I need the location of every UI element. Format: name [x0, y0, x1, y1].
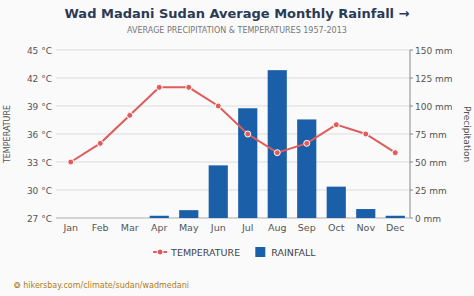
marker	[68, 159, 74, 165]
title: Wad Madani Sudan Average Monthly Rainfal…	[64, 6, 409, 21]
bar	[238, 108, 257, 218]
bar	[209, 165, 228, 218]
y2-tick-label: 50 mm	[415, 158, 447, 168]
x-tick-label: Apr	[151, 222, 168, 233]
background	[0, 0, 474, 296]
marker	[333, 122, 339, 128]
bar	[268, 70, 287, 218]
x-tick-label: Jul	[241, 222, 253, 233]
bar	[327, 187, 346, 218]
marker	[97, 140, 103, 146]
y2-axis-line	[410, 50, 411, 218]
x-tick-label: Jun	[210, 222, 226, 233]
bar	[386, 216, 405, 218]
marker	[245, 131, 251, 137]
y-tick-label: 33 °C	[27, 158, 52, 168]
y-axis-label: TEMPERATURE	[3, 105, 12, 164]
bar	[61, 218, 80, 219]
x-tick-label: Dec	[386, 222, 404, 233]
legend: TEMPERATURE RAINFALL	[153, 247, 316, 258]
y2-tick-label: 150 mm	[415, 46, 453, 56]
y2-tick-label: 0 mm	[415, 214, 441, 224]
marker	[363, 131, 369, 137]
y2-axis-label: Precipitation	[462, 106, 472, 162]
subtitle: AVERAGE PRECIPITATION & TEMPERATURES 195…	[127, 26, 347, 35]
legend-marker	[157, 249, 163, 255]
y2-tick-label: 25 mm	[415, 186, 447, 196]
annotation: ❂ hikersbay.com/climate/sudan/wadmedani	[14, 281, 189, 290]
line	[71, 87, 396, 162]
grid-line	[56, 190, 410, 191]
bar	[356, 209, 375, 218]
bar	[120, 218, 139, 219]
chart: Wad Madani Sudan Average Monthly Rainfal…	[0, 0, 474, 296]
x-tick-label: Oct	[328, 222, 345, 233]
bar	[91, 218, 110, 219]
grid-line	[56, 162, 410, 163]
x-tick-label: Feb	[92, 222, 109, 233]
marker	[215, 103, 221, 109]
bar	[297, 119, 316, 218]
x-tick-label: May	[179, 222, 199, 233]
x-tick-label: Jan	[62, 222, 78, 233]
x-tick-label: Mar	[121, 222, 139, 233]
grid-line	[56, 78, 410, 79]
y-tick-label: 30 °C	[27, 186, 52, 196]
x-tick-label: Aug	[268, 222, 287, 233]
y2-tick-label: 75 mm	[415, 130, 447, 140]
legend-label: TEMPERATURE	[170, 247, 240, 258]
legend-swatch	[255, 247, 265, 257]
bar	[179, 210, 198, 218]
legend-label: RAINFALL	[271, 247, 316, 258]
y-tick-label: 27 °C	[27, 214, 52, 224]
bar	[150, 216, 169, 218]
grid-line	[56, 50, 410, 51]
x-tick-label: Nov	[356, 222, 375, 233]
marker	[186, 84, 192, 90]
y-tick-label: 42 °C	[27, 74, 52, 84]
y2-tick-label: 100 mm	[415, 102, 453, 112]
marker	[156, 84, 162, 90]
marker	[392, 150, 398, 156]
grid-line	[56, 106, 410, 107]
marker	[127, 112, 133, 118]
y-tick-label: 39 °C	[27, 102, 52, 112]
x-tick-label: Sep	[298, 222, 316, 233]
y2-tick-label: 125 mm	[415, 74, 453, 84]
marker	[304, 140, 310, 146]
y-tick-label: 36 °C	[27, 130, 52, 140]
plot-area	[68, 70, 405, 218]
y-tick-label: 45 °C	[27, 46, 52, 56]
marker	[274, 150, 280, 156]
